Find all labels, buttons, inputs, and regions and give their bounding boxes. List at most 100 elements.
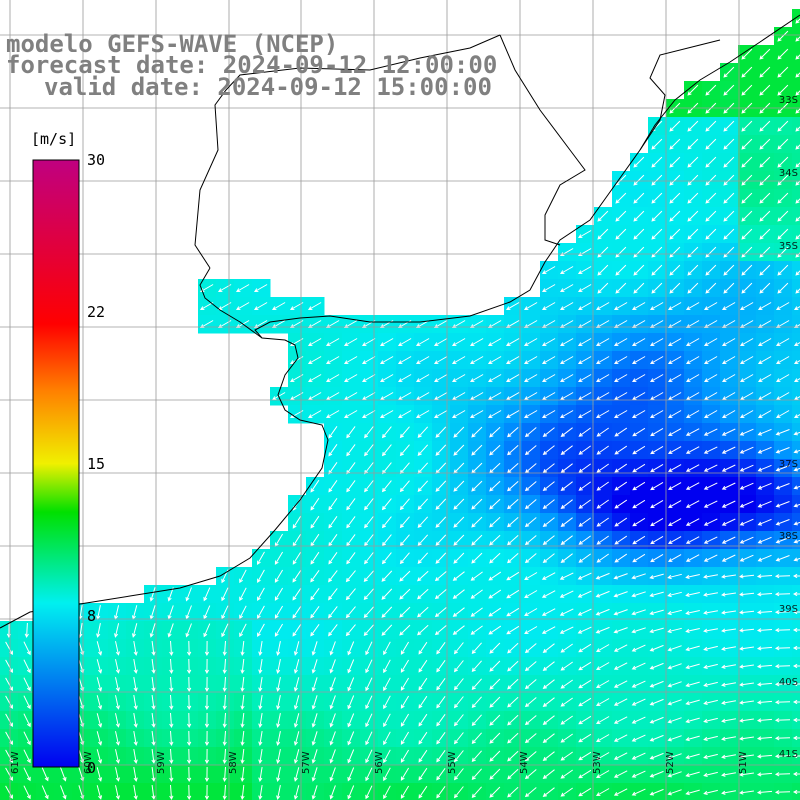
wind-arrow bbox=[703, 536, 718, 544]
wind-arrow bbox=[633, 264, 645, 276]
title-model: modelo GEFS-WAVE (NCEP) bbox=[6, 30, 339, 58]
wind-arrow bbox=[614, 499, 628, 509]
wind-arrow bbox=[578, 787, 592, 797]
wind-arrow bbox=[667, 591, 682, 598]
wind-arrow bbox=[240, 694, 245, 711]
wind-arrow bbox=[364, 552, 374, 565]
wind-arrow bbox=[777, 84, 789, 96]
wind-arrow bbox=[559, 374, 574, 383]
wind-arrow bbox=[433, 392, 448, 401]
wind-arrow bbox=[397, 410, 412, 419]
wind-arrow bbox=[775, 392, 790, 401]
coastline-estuary bbox=[199, 267, 263, 339]
wind-arrow bbox=[415, 374, 430, 383]
wind-arrow bbox=[361, 392, 376, 401]
wind-arrow bbox=[739, 554, 754, 562]
wind-arrow bbox=[381, 444, 392, 457]
wind-arrow bbox=[595, 662, 610, 671]
wind-arrow bbox=[311, 767, 318, 782]
wind-arrow bbox=[793, 359, 800, 365]
wind-speed-cell bbox=[792, 153, 800, 172]
wind-arrow bbox=[240, 730, 245, 747]
wind-arrow bbox=[452, 607, 465, 617]
wind-arrow bbox=[505, 392, 520, 401]
wind-arrow bbox=[775, 429, 790, 436]
wind-arrow bbox=[383, 767, 391, 782]
wind-arrow bbox=[274, 587, 284, 601]
latitude-label: 41S bbox=[778, 749, 798, 760]
wind-arrow bbox=[777, 228, 789, 240]
wind-arrow bbox=[542, 445, 555, 456]
wind-arrow bbox=[383, 731, 391, 746]
wind-arrow bbox=[703, 717, 718, 723]
wind-arrow bbox=[650, 427, 664, 437]
wind-arrow bbox=[541, 356, 556, 365]
wind-arrow bbox=[792, 753, 800, 759]
wind-arrow bbox=[310, 624, 320, 637]
wind-arrow bbox=[383, 785, 391, 800]
wind-arrow bbox=[524, 787, 537, 798]
wind-arrow bbox=[488, 571, 502, 581]
wind-arrow bbox=[364, 462, 374, 475]
wind-arrow bbox=[365, 659, 373, 674]
wind-arrow bbox=[328, 444, 338, 457]
wind-arrow bbox=[703, 771, 718, 777]
wind-arrow bbox=[452, 571, 465, 581]
wind-arrow bbox=[343, 410, 358, 419]
wind-arrow bbox=[417, 444, 429, 456]
wind-arrow bbox=[507, 696, 519, 708]
wind-speed-cell bbox=[792, 81, 800, 100]
wind-arrow bbox=[559, 392, 574, 401]
wind-arrow bbox=[115, 641, 120, 656]
wind-arrow bbox=[415, 410, 430, 419]
wind-arrow bbox=[774, 718, 791, 723]
wind-arrow bbox=[777, 174, 789, 186]
wind-arrow bbox=[559, 356, 574, 365]
wind-arrow bbox=[292, 587, 302, 601]
wind-arrow bbox=[651, 156, 663, 168]
wind-arrow bbox=[399, 588, 411, 600]
wind-arrow bbox=[687, 246, 699, 258]
wind-arrow bbox=[435, 534, 447, 546]
wind-arrow bbox=[703, 428, 718, 436]
wind-arrow bbox=[311, 695, 318, 710]
wind-arrow bbox=[489, 498, 501, 510]
colorbar bbox=[32, 159, 80, 768]
wind-arrow bbox=[524, 572, 538, 581]
wind-arrow bbox=[613, 338, 628, 347]
wind-arrow bbox=[365, 767, 373, 782]
wind-arrow bbox=[328, 570, 338, 583]
wind-arrow bbox=[364, 426, 374, 439]
wind-arrow bbox=[721, 592, 736, 597]
wind-arrow bbox=[471, 552, 483, 564]
wind-arrow bbox=[685, 446, 700, 454]
wind-arrow bbox=[632, 535, 646, 545]
wind-arrow bbox=[631, 788, 646, 796]
latitude-label: 33S bbox=[778, 95, 798, 106]
wind-arrow bbox=[685, 574, 700, 579]
wind-arrow bbox=[649, 680, 664, 688]
wind-arrow bbox=[632, 517, 646, 527]
wind-arrow bbox=[774, 754, 791, 759]
wind-arrow bbox=[23, 677, 31, 692]
wind-arrow bbox=[257, 605, 265, 620]
wind-arrow bbox=[435, 498, 447, 510]
wind-arrow bbox=[222, 730, 227, 747]
wind-arrow bbox=[685, 374, 700, 383]
wind-arrow bbox=[507, 481, 519, 492]
wind-arrow bbox=[631, 752, 646, 760]
wind-arrow bbox=[792, 663, 800, 669]
wind-arrow bbox=[578, 643, 592, 653]
wind-arrow bbox=[199, 302, 214, 311]
wind-arrow bbox=[133, 641, 138, 656]
wind-arrow bbox=[453, 444, 465, 456]
wind-arrow bbox=[793, 557, 800, 562]
wind-arrow bbox=[795, 162, 800, 168]
wind-arrow bbox=[151, 749, 156, 764]
wind-arrow bbox=[381, 588, 393, 600]
wind-arrow bbox=[133, 659, 138, 674]
wind-arrow bbox=[560, 661, 573, 671]
wind-arrow bbox=[471, 750, 482, 762]
wind-arrow bbox=[793, 323, 800, 329]
